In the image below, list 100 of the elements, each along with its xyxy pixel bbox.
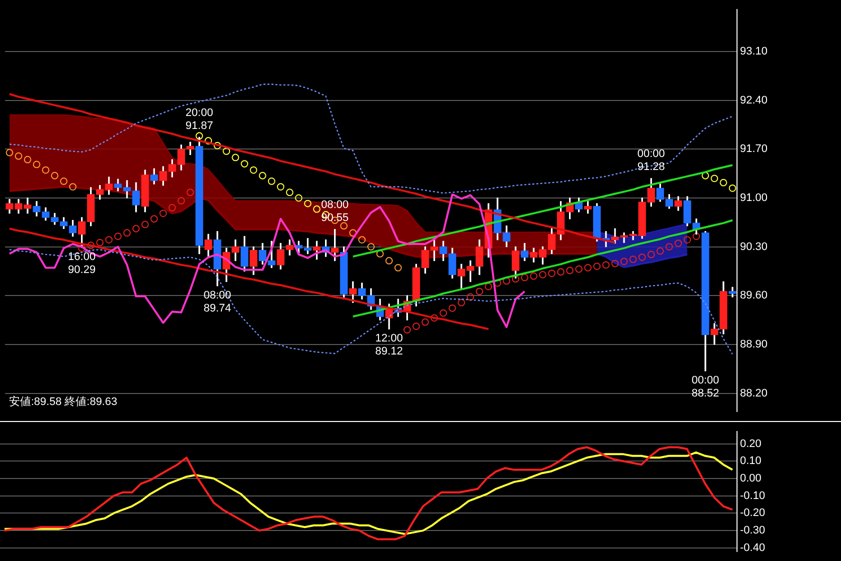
point <box>367 243 375 250</box>
y-tick-label: -0.40 <box>740 542 766 554</box>
point <box>286 188 294 196</box>
point <box>14 152 22 160</box>
point <box>196 132 203 140</box>
point <box>512 275 520 283</box>
point <box>214 142 222 150</box>
point <box>87 242 95 250</box>
point <box>720 178 728 186</box>
point <box>96 238 104 246</box>
y-tick-label: -0.10 <box>740 490 766 502</box>
y-tick-label: -0.20 <box>740 507 766 520</box>
point <box>313 205 320 213</box>
annotation: 20:00 91.87 <box>186 106 214 132</box>
point <box>105 236 113 244</box>
point <box>557 268 564 276</box>
point <box>78 244 86 252</box>
line-series <box>8 84 734 194</box>
y-tick-label: 88.90 <box>740 338 768 350</box>
point <box>376 250 384 258</box>
point <box>728 184 736 192</box>
point <box>656 247 664 255</box>
y-tick-label: 91.70 <box>740 143 768 156</box>
point <box>168 204 176 212</box>
point <box>666 243 673 250</box>
point <box>422 318 429 326</box>
point <box>42 166 50 174</box>
y-tick-label: 88.20 <box>740 387 768 400</box>
point <box>440 309 447 317</box>
point <box>430 314 438 322</box>
y-tick-label: 0.10 <box>740 455 762 468</box>
y-tick-label: 0.20 <box>740 438 762 450</box>
point <box>566 266 574 274</box>
point <box>304 200 312 208</box>
point <box>114 232 122 240</box>
point <box>385 257 393 264</box>
point <box>584 264 592 272</box>
point <box>620 258 628 266</box>
point <box>60 178 68 185</box>
y-tick-label: 92.40 <box>740 94 768 106</box>
point <box>638 254 646 261</box>
point <box>502 277 510 285</box>
annotation: 安値:89.58 終値:89.63 <box>9 394 118 408</box>
point <box>6 148 14 156</box>
point <box>358 236 366 244</box>
point <box>458 298 466 306</box>
point <box>629 256 637 264</box>
point <box>692 232 700 240</box>
point <box>575 265 583 273</box>
point <box>258 172 266 180</box>
point <box>611 260 619 268</box>
point <box>593 262 601 270</box>
point <box>222 148 230 155</box>
point <box>159 210 167 217</box>
point <box>710 174 718 182</box>
point <box>394 264 402 272</box>
point <box>412 322 420 330</box>
point <box>69 183 76 190</box>
point <box>448 304 456 312</box>
point <box>476 288 484 296</box>
point <box>178 197 185 204</box>
point <box>204 137 212 144</box>
point <box>250 166 258 174</box>
point <box>602 261 610 269</box>
point <box>349 229 357 237</box>
point <box>268 178 276 185</box>
point <box>484 282 492 290</box>
y-tick-label: 90.30 <box>740 240 768 253</box>
y-tick-label: 93.10 <box>740 45 768 58</box>
point <box>530 272 538 280</box>
point <box>684 236 691 244</box>
annotation: 00:00 91.28 <box>637 148 665 173</box>
point <box>232 154 240 162</box>
point <box>466 293 474 301</box>
point <box>141 220 149 228</box>
y-tick-label: 91.00 <box>740 192 768 204</box>
point <box>51 172 58 180</box>
point <box>702 172 710 180</box>
point <box>24 156 32 164</box>
point <box>539 270 546 278</box>
point <box>647 250 655 258</box>
point <box>295 194 302 202</box>
point <box>186 188 194 196</box>
annotation: 08:00 89.74 <box>204 289 232 314</box>
y-tick-label: 89.60 <box>740 290 768 302</box>
point <box>132 224 140 232</box>
annotation: 16:00 90.29 <box>68 251 96 276</box>
point <box>674 240 682 247</box>
point <box>403 326 411 334</box>
point <box>520 274 528 282</box>
point <box>240 160 248 168</box>
y-tick-label: -0.30 <box>740 524 766 537</box>
point <box>340 222 348 230</box>
point <box>123 229 131 237</box>
point <box>276 183 284 190</box>
annotation: 12:00 89.12 <box>375 332 403 358</box>
point <box>32 160 40 168</box>
annotation: 00:00 88.52 <box>692 374 720 400</box>
point <box>548 270 556 277</box>
point <box>150 215 158 223</box>
